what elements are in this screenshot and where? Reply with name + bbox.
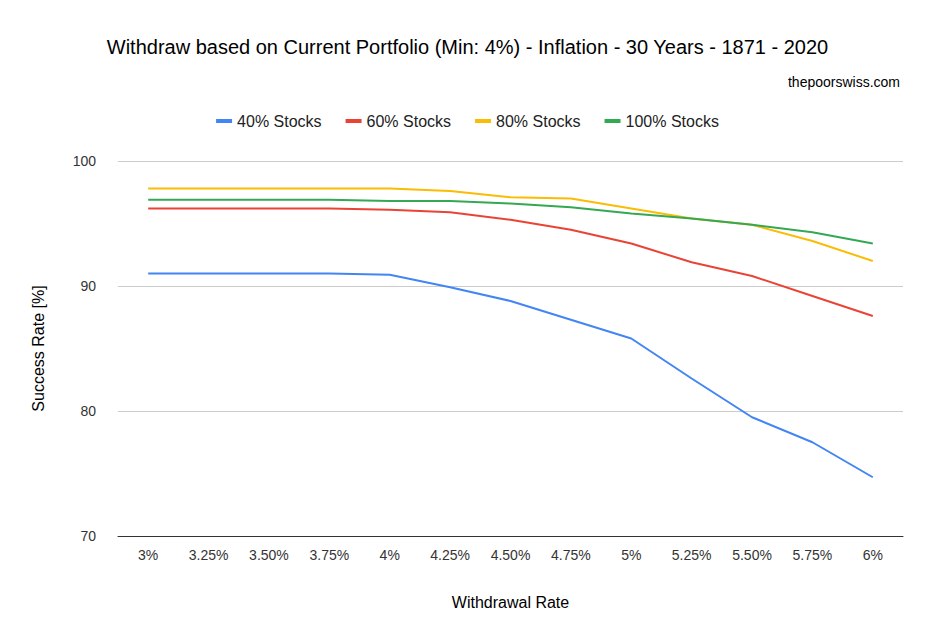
svg-text:3.25%: 3.25% (189, 547, 229, 563)
svg-text:40% Stocks: 40% Stocks (237, 113, 321, 130)
svg-text:70: 70 (80, 528, 96, 544)
svg-text:6%: 6% (863, 547, 883, 563)
svg-text:4.50%: 4.50% (491, 547, 531, 563)
svg-text:80% Stocks: 80% Stocks (496, 113, 580, 130)
svg-text:Success Rate [%]: Success Rate [%] (30, 285, 47, 411)
svg-text:90: 90 (80, 278, 96, 294)
svg-text:5.50%: 5.50% (732, 547, 772, 563)
svg-text:60% Stocks: 60% Stocks (367, 113, 451, 130)
svg-text:thepoorswiss.com: thepoorswiss.com (788, 74, 900, 90)
svg-text:Withdraw based on Current Port: Withdraw based on Current Portfolio (Min… (107, 36, 828, 58)
svg-text:80: 80 (80, 403, 96, 419)
svg-text:4.25%: 4.25% (430, 547, 470, 563)
svg-text:3%: 3% (138, 547, 158, 563)
svg-text:3.50%: 3.50% (249, 547, 289, 563)
svg-text:3.75%: 3.75% (309, 547, 349, 563)
svg-text:5%: 5% (621, 547, 641, 563)
svg-text:Withdrawal Rate: Withdrawal Rate (452, 594, 569, 611)
svg-text:100% Stocks: 100% Stocks (626, 113, 719, 130)
svg-text:4%: 4% (380, 547, 400, 563)
svg-text:5.25%: 5.25% (672, 547, 712, 563)
svg-text:100: 100 (73, 153, 97, 169)
svg-text:5.75%: 5.75% (793, 547, 833, 563)
svg-text:4.75%: 4.75% (551, 547, 591, 563)
